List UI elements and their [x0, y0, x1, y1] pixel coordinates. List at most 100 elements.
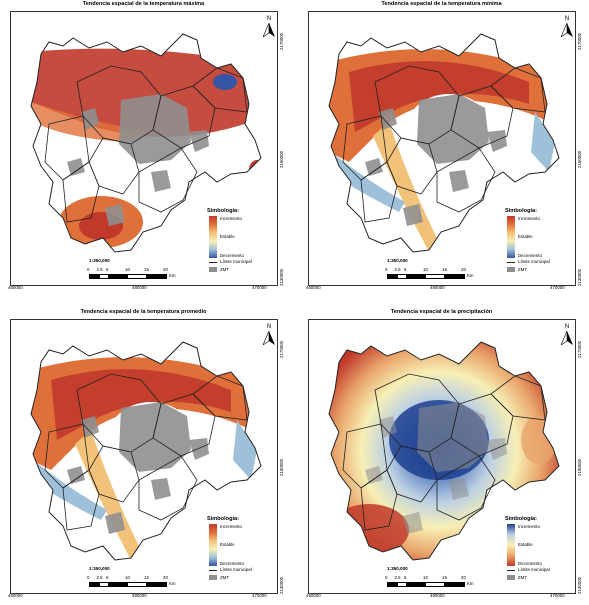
stable-ring — [75, 430, 141, 560]
map-tmax — [30, 33, 262, 253]
zmt-area — [379, 416, 397, 438]
zmt-area — [151, 478, 171, 500]
stable-ring — [373, 122, 439, 252]
scale-segment — [406, 582, 427, 587]
zmt-area — [189, 130, 209, 152]
north-arrow-icon — [262, 330, 275, 346]
scale-tick: 5 — [106, 267, 109, 272]
x-tick-mid: 490000 — [132, 593, 147, 598]
north-arrow-icon — [560, 22, 573, 38]
scale-segment — [108, 582, 129, 587]
zmt-area — [67, 466, 85, 484]
x-tick-left: 460000 — [8, 593, 23, 598]
legend-zmt-symbol — [507, 575, 515, 580]
scale-segment — [425, 582, 446, 587]
increment-core — [51, 369, 231, 440]
scale-segment — [146, 582, 167, 587]
north-label: N — [564, 16, 570, 22]
legend-increment: Incremento — [518, 524, 540, 529]
scale-tick: 20 — [461, 575, 466, 580]
scale-segment — [425, 274, 446, 279]
scale-tick: 2.5 — [394, 267, 401, 272]
zmt-area — [449, 478, 469, 500]
legend-decrement: Decremento — [518, 561, 542, 566]
zmt-area — [379, 108, 397, 130]
scale-tick: 15 — [442, 575, 447, 580]
scale-segment — [444, 274, 465, 279]
legend-increment: Incremento — [220, 216, 242, 221]
y-tick-bottom: 2130000 — [577, 576, 582, 594]
map-frame: Simbología: Incremento Estable Decremento Lí… — [308, 319, 576, 594]
north-arrow-light — [262, 22, 270, 38]
scale-tick: 2.5 — [394, 575, 401, 580]
y-tick-mid: 2150000 — [577, 150, 582, 168]
legend-municipal-symbol — [209, 262, 217, 263]
zmt-area — [365, 466, 383, 484]
scale-unit: Km — [467, 581, 474, 586]
north-arrow-icon — [560, 330, 573, 346]
scale-tick: 2.5 — [96, 267, 103, 272]
north-label: N — [266, 16, 272, 22]
zmt-area — [119, 402, 191, 472]
zmt-area — [105, 204, 125, 226]
state-boundary — [30, 341, 262, 561]
scale-segment — [146, 274, 167, 279]
scale-tick: 0 — [87, 575, 90, 580]
legend-zmt-symbol — [209, 267, 217, 272]
north-arrow-light — [560, 22, 568, 38]
legend-decrement: Decremento — [220, 561, 244, 566]
municipal-boundary — [62, 469, 100, 531]
zmt-area — [449, 170, 469, 192]
scale-segment — [406, 274, 427, 279]
x-tick-left: 460000 — [8, 285, 23, 290]
state-boundary — [328, 341, 560, 561]
map-title: Tendencia espacial de la precipitación — [390, 309, 493, 315]
zmt-area — [417, 94, 489, 164]
legend-zmt-symbol — [209, 575, 217, 580]
x-tick-right: 470000 — [252, 285, 267, 290]
scale-tick: 5 — [404, 267, 407, 272]
legend-decrement: Decremento — [518, 253, 542, 258]
scale-tick: 0 — [385, 267, 388, 272]
legend-decrement: Decremento — [220, 253, 244, 258]
legend-title: Simbología: — [207, 208, 240, 214]
map-precip — [328, 341, 560, 561]
state-boundary — [328, 33, 560, 253]
scale-bar: 1:350,000 0 2.5 5 10 15 20 Km — [87, 566, 179, 588]
dry-east — [521, 416, 557, 464]
decrement-east — [233, 420, 257, 480]
map-title: Tendencia espacial de la temperatura máx… — [82, 1, 205, 7]
x-tick-right: 470000 — [550, 593, 565, 598]
scale-ratio: 1:350,000 — [387, 566, 408, 571]
legend-zmt: ZMT — [518, 267, 528, 272]
scale-tick: 10 — [125, 575, 130, 580]
scale-bar: 1:350,000 0 2.5 5 10 15 20 Km — [385, 258, 477, 280]
y-tick-top: 2170000 — [279, 32, 284, 50]
scale-tick: 5 — [106, 575, 109, 580]
legend-municipal: Límite municipal — [518, 567, 550, 572]
increment-core — [349, 61, 529, 133]
map-title: Tendencia espacial de la temperatura pro… — [80, 309, 207, 315]
scale-segment — [127, 274, 148, 279]
municipal-boundary — [436, 147, 496, 213]
y-tick-top: 2170000 — [279, 340, 284, 358]
municipal-boundary — [62, 161, 100, 223]
zmt-area — [119, 94, 191, 164]
scale-tick: 10 — [423, 267, 428, 272]
scale-tick: 10 — [125, 267, 130, 272]
map-title: Tendencia espacial de la temperatura mín… — [381, 1, 502, 7]
scale-tick: 2.5 — [96, 575, 103, 580]
legend-municipal: Límite municipal — [220, 567, 252, 572]
north-label: N — [266, 324, 272, 330]
legend-increment: Incremento — [518, 216, 540, 221]
legend-zmt: ZMT — [518, 575, 528, 580]
scale-tick: 20 — [163, 575, 168, 580]
decrement-patch — [213, 74, 237, 90]
scale-segment — [444, 582, 465, 587]
legend: Simbología: Incremento Estable Decremento Lí… — [505, 516, 575, 582]
north-arrow-dark — [269, 23, 275, 37]
map-frame: Simbología: Incremento Estable Decremento Lí… — [10, 319, 278, 594]
scale-ratio: 1:350,000 — [89, 258, 110, 263]
y-tick-mid: 2150000 — [577, 458, 582, 476]
zmt-area — [403, 204, 423, 226]
